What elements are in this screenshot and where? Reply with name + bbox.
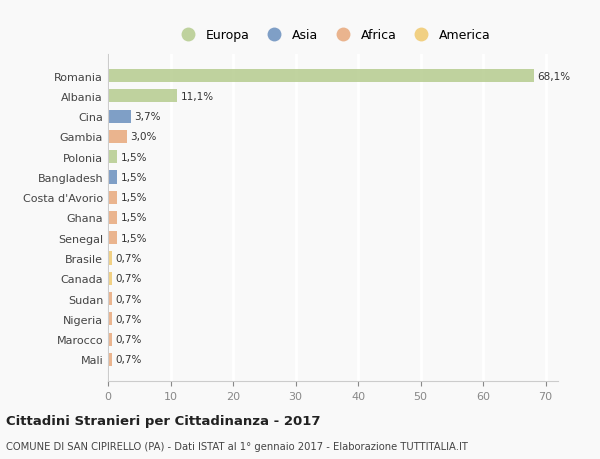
Text: 3,0%: 3,0% [130,132,156,142]
Bar [108,171,118,184]
Text: 11,1%: 11,1% [181,92,214,102]
Text: 0,7%: 0,7% [115,355,142,364]
Text: 3,7%: 3,7% [134,112,161,122]
Bar [108,232,118,245]
Text: 0,7%: 0,7% [115,314,142,324]
Bar [108,130,127,144]
Bar [108,272,112,285]
Text: 1,5%: 1,5% [121,233,147,243]
Bar [108,90,178,103]
Bar [108,151,118,164]
Text: 1,5%: 1,5% [121,152,147,162]
Text: 0,7%: 0,7% [115,294,142,304]
Bar [108,191,118,204]
Bar [108,313,112,326]
Text: 0,7%: 0,7% [115,334,142,344]
Text: 1,5%: 1,5% [121,173,147,183]
Bar [108,252,112,265]
Text: 1,5%: 1,5% [121,213,147,223]
Text: 0,7%: 0,7% [115,253,142,263]
Bar [108,333,112,346]
Text: 68,1%: 68,1% [537,72,570,81]
Text: 1,5%: 1,5% [121,193,147,203]
Bar [108,292,112,306]
Text: COMUNE DI SAN CIPIRELLO (PA) - Dati ISTAT al 1° gennaio 2017 - Elaborazione TUTT: COMUNE DI SAN CIPIRELLO (PA) - Dati ISTA… [6,441,468,451]
Text: 0,7%: 0,7% [115,274,142,284]
Bar [108,353,112,366]
Bar [108,110,131,123]
Legend: Europa, Asia, Africa, America: Europa, Asia, Africa, America [172,25,494,46]
Text: Cittadini Stranieri per Cittadinanza - 2017: Cittadini Stranieri per Cittadinanza - 2… [6,414,320,428]
Bar [108,70,533,83]
Bar [108,212,118,224]
